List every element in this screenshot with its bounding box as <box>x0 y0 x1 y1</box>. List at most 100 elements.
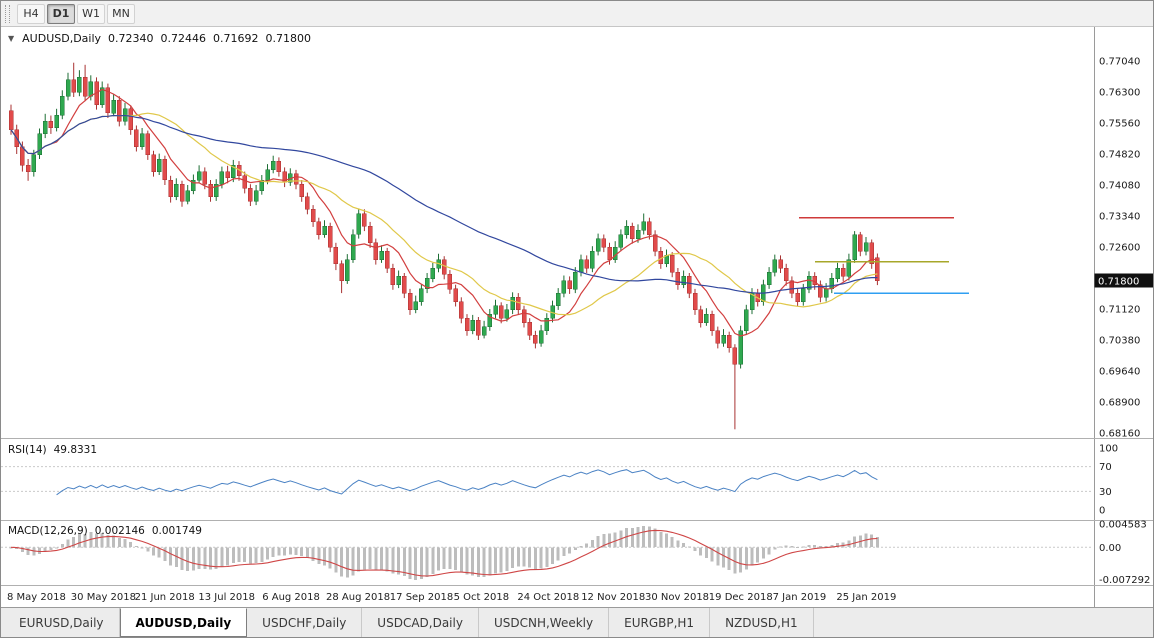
chart-region: 0.77040 0.76300 0.75560 0.74820 0.74080 0.733… <box>1 27 1154 609</box>
macd-histogram-bar <box>448 547 452 570</box>
macd-histogram-bar <box>397 547 401 575</box>
macd-histogram-bar <box>209 547 212 570</box>
macd-histogram-bar <box>345 547 349 578</box>
price-axis-label: 0.68900 <box>1099 398 1140 409</box>
macd-histogram-bar <box>20 547 24 552</box>
candle <box>453 288 458 302</box>
candle <box>162 158 168 181</box>
price-axis-label: 0.73340 <box>1099 212 1140 223</box>
macd-histogram-bar <box>608 533 611 548</box>
price-axis-label: 0.72600 <box>1099 243 1140 254</box>
rsi-pane[interactable] <box>1 466 1091 496</box>
chart-dropdown-icon[interactable]: ▼ <box>8 34 15 43</box>
candle <box>772 259 778 273</box>
price-pane[interactable] <box>8 62 880 430</box>
macd-histogram-bar <box>260 547 264 562</box>
macd-axis-label: -0.007292 <box>1099 575 1150 586</box>
candle <box>476 320 481 336</box>
macd-histogram-bar <box>414 547 418 580</box>
macd-histogram-bar <box>134 545 138 548</box>
candle <box>704 313 709 323</box>
macd-histogram-bar <box>140 547 144 549</box>
macd-pane[interactable] <box>1 525 1091 580</box>
candle <box>840 267 846 277</box>
tab-audusd-daily[interactable]: AUDUSD,Daily <box>119 608 248 637</box>
candle <box>185 190 190 202</box>
date-axis-label: 7 Jan 2019 <box>773 592 827 603</box>
macd-histogram-bar <box>380 547 383 571</box>
macd-histogram-bar <box>243 547 247 563</box>
price-axis-label: 0.74820 <box>1099 150 1140 161</box>
timeframe-button-mn[interactable]: MN <box>107 3 135 24</box>
macd-histogram-bar <box>556 547 560 561</box>
candle <box>424 278 430 290</box>
timeframe-button-d1[interactable]: D1 <box>47 3 75 24</box>
macd-histogram-bar <box>625 528 629 548</box>
timeframe-buttons-group: H4 D1 W1 MN <box>17 3 135 24</box>
macd-histogram-bar <box>431 547 435 574</box>
macd-histogram-bar <box>266 547 269 560</box>
candle <box>253 190 259 202</box>
macd-histogram-bar <box>237 547 241 562</box>
candle <box>402 276 407 294</box>
price-axis-label: 0.70380 <box>1099 336 1140 347</box>
candle <box>77 77 82 93</box>
candle <box>191 179 196 191</box>
candle <box>151 154 156 172</box>
macd-histogram-bar <box>665 533 668 548</box>
macd-histogram-bar <box>790 545 794 548</box>
macd-histogram-bar <box>847 540 851 548</box>
candle <box>339 263 344 281</box>
macd-histogram-bar <box>117 538 121 548</box>
candle <box>265 169 270 181</box>
macd-histogram-bar <box>699 547 703 556</box>
candle <box>795 292 800 302</box>
candle <box>174 183 179 198</box>
macd-histogram-bar <box>579 545 583 548</box>
macd-histogram-bar <box>853 536 857 548</box>
tab-eurgbp-h1[interactable]: EURGBP,H1 <box>609 608 711 637</box>
macd-histogram-bar <box>494 547 497 574</box>
date-axis-label: 30 May 2018 <box>71 592 136 603</box>
tab-nzdusd-h1[interactable]: NZDUSD,H1 <box>710 608 814 637</box>
candle <box>652 234 658 252</box>
timeframe-button-w1[interactable]: W1 <box>77 3 105 24</box>
macd-histogram-bar <box>186 547 190 572</box>
candle <box>48 121 54 128</box>
tab-usdcnh-weekly[interactable]: USDCNH,Weekly <box>478 608 610 637</box>
candle <box>276 160 282 172</box>
tab-usdchf-daily[interactable]: USDCHF,Daily <box>247 608 363 637</box>
price-axis[interactable] <box>1094 27 1154 609</box>
macd-histogram-bar <box>870 534 874 548</box>
date-axis-label: 17 Sep 2018 <box>390 592 453 603</box>
macd-histogram-bar <box>471 547 475 576</box>
candle <box>310 209 316 223</box>
macd-histogram-bar <box>26 547 30 555</box>
candle <box>42 121 48 135</box>
candle <box>139 133 145 147</box>
candle <box>65 79 71 97</box>
macd-histogram-bar <box>419 547 423 579</box>
current-price-badge <box>1094 273 1153 288</box>
candle <box>630 225 635 239</box>
macd-histogram-bar <box>602 534 606 548</box>
macd-histogram-bar <box>568 547 572 554</box>
candle <box>647 221 652 235</box>
macd-histogram-bar <box>340 547 344 577</box>
candle <box>447 274 453 290</box>
candle <box>168 179 173 198</box>
macd-histogram-bar <box>682 543 686 548</box>
price-axis-label: 0.75560 <box>1099 119 1140 130</box>
tab-usdcad-daily[interactable]: USDCAD,Daily <box>362 608 479 637</box>
macd-histogram-bar <box>408 547 412 579</box>
timeframe-button-h4[interactable]: H4 <box>17 3 45 24</box>
toolbar-grip-handle[interactable] <box>5 4 10 23</box>
candle <box>345 259 350 281</box>
macd-histogram-bar <box>659 531 663 548</box>
chart-canvas[interactable]: 0.77040 0.76300 0.75560 0.74820 0.74080 0.733… <box>1 27 1154 609</box>
macd-signal-line <box>10 529 878 577</box>
macd-histogram-bar <box>357 547 361 572</box>
tab-eurusd-daily[interactable]: EURUSD,Daily <box>4 608 120 637</box>
candle <box>82 77 88 97</box>
